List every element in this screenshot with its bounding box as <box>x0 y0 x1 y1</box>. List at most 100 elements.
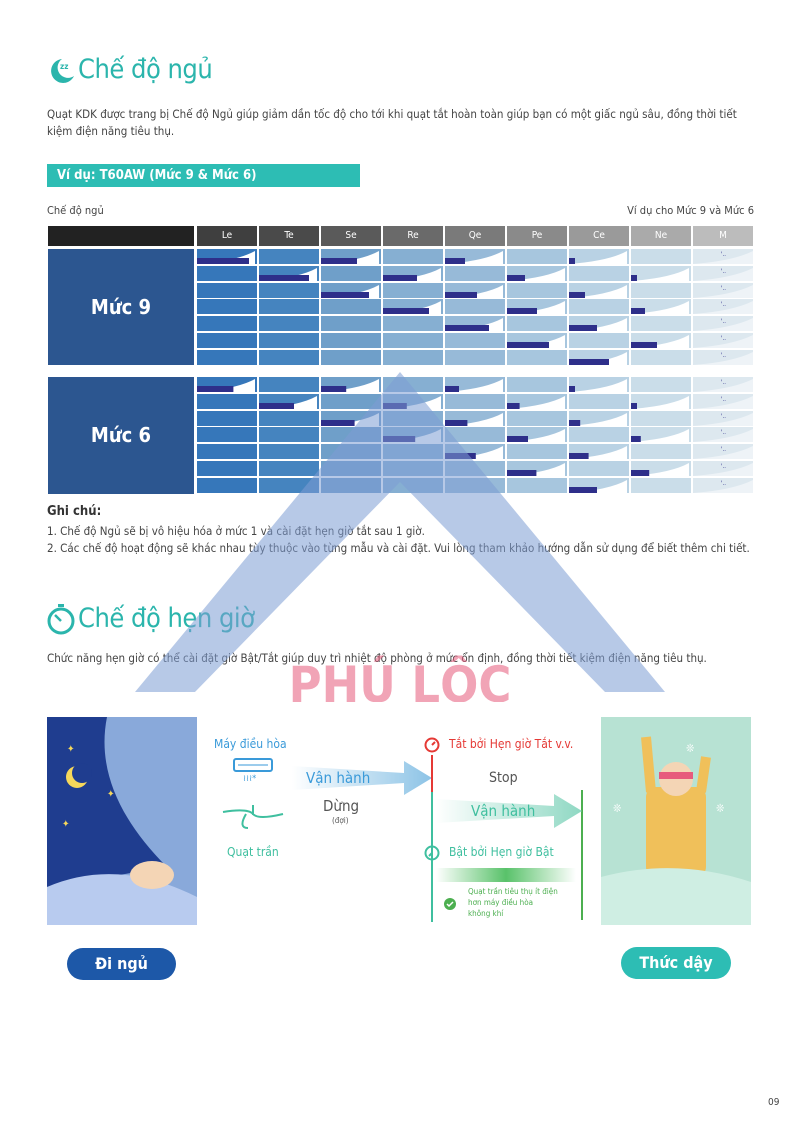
sleep-cell <box>197 477 257 493</box>
sleep-cell: '.. <box>693 393 753 409</box>
sleep-cell <box>197 299 257 315</box>
sleep-cell <box>321 299 381 315</box>
sleep-cell <box>259 349 319 365</box>
ac-label: Máy điều hòa <box>214 737 287 751</box>
sleep-cell <box>197 333 257 348</box>
sleep-cell <box>631 316 691 332</box>
sleep-cell <box>197 444 257 460</box>
svg-text:'..: '.. <box>721 480 726 487</box>
sleep-cell <box>569 477 629 493</box>
column-header: Se <box>321 226 381 246</box>
sleep-cell <box>631 349 691 365</box>
sleeping-illustration: ✦ ✦ ✦ <box>47 717 197 925</box>
sleep-cell <box>445 393 505 409</box>
column-header: M <box>693 226 753 246</box>
run-arrow-fan <box>436 794 582 828</box>
watermark-text: PHÚ LỘC <box>289 655 512 702</box>
sleep-cell <box>259 316 319 332</box>
sleep-cell <box>445 377 505 392</box>
sleep-cell <box>631 477 691 493</box>
sleep-button[interactable]: Đi ngủ <box>67 948 176 980</box>
sleep-cell <box>507 461 567 476</box>
svg-text:❊: ❊ <box>613 802 621 815</box>
sleep-cell <box>197 410 257 426</box>
stop-sublabel: (đợi) <box>332 816 349 825</box>
sleep-cell <box>569 393 629 409</box>
sleep-cell <box>507 282 567 298</box>
sleep-cell <box>507 299 567 315</box>
sleep-cell <box>569 333 629 348</box>
sleep-cell: '.. <box>693 349 753 365</box>
on-timer-label: Bật bởi Hẹn giờ Bật <box>449 845 554 859</box>
svg-text:'..: '.. <box>721 396 726 403</box>
sleep-cell <box>631 333 691 348</box>
sleep-cell <box>445 427 505 443</box>
sleep-cell <box>197 427 257 443</box>
sleep-cell <box>383 265 443 281</box>
ceiling-fan-icon <box>222 805 284 829</box>
sleep-cell <box>259 427 319 443</box>
sleep-cell <box>259 249 319 264</box>
stop-label-en: Stop <box>489 770 518 786</box>
sleep-cell <box>445 282 505 298</box>
sleep-cell <box>259 333 319 348</box>
off-timeline <box>431 755 433 792</box>
level-9-label: Mức 9 <box>48 249 194 365</box>
svg-text:'..: '.. <box>721 446 726 453</box>
column-header: Te <box>259 226 319 246</box>
sleep-cell <box>631 410 691 426</box>
sleep-cell <box>321 393 381 409</box>
sleep-cell <box>259 377 319 392</box>
table-right-label: Ví dụ cho Mức 9 và Mức 6 <box>627 204 754 217</box>
svg-text:'..: '.. <box>721 251 726 258</box>
sleep-cell <box>197 249 257 264</box>
fan-run-band <box>436 868 576 882</box>
sleep-cell <box>507 393 567 409</box>
sleep-cell <box>569 349 629 365</box>
sleep-cell <box>383 349 443 365</box>
svg-text:zz: zz <box>60 62 68 71</box>
sleep-cell <box>631 444 691 460</box>
sleep-cell <box>321 282 381 298</box>
sleep-cell <box>321 265 381 281</box>
svg-text:'..: '.. <box>721 429 726 436</box>
svg-text:'..: '.. <box>721 268 726 275</box>
run-label-2: Vận hành <box>471 802 536 820</box>
sleep-cell <box>321 333 381 348</box>
note-2: 2. Các chế độ hoạt động sẽ khác nhau tùy… <box>47 541 750 555</box>
sleep-cell: '.. <box>693 316 753 332</box>
svg-text:✦: ✦ <box>62 819 70 830</box>
run-arrow-ac <box>292 761 432 795</box>
sleep-cell <box>197 393 257 409</box>
sleep-cell <box>507 427 567 443</box>
column-header: Le <box>197 226 257 246</box>
svg-text:'..: '.. <box>721 301 726 308</box>
saving-note-line: Quạt trần tiêu thụ ít điện <box>468 887 558 896</box>
svg-text:'..: '.. <box>721 379 726 386</box>
saving-note: Quạt trần tiêu thụ ít điện hơn máy điều … <box>468 886 558 919</box>
sleep-cell <box>507 410 567 426</box>
on-timeline <box>431 792 433 922</box>
sleep-cell <box>197 461 257 476</box>
wake-button[interactable]: Thức dậy <box>621 947 731 979</box>
sleep-cell <box>445 249 505 264</box>
sleep-cell <box>569 249 629 264</box>
off-timer-clock-icon <box>424 737 440 753</box>
svg-text:'..: '.. <box>721 335 726 342</box>
sleep-cell <box>507 265 567 281</box>
watermark-logo: PHÚ LỘC <box>135 372 665 702</box>
sleep-cell <box>569 427 629 443</box>
sleep-cell <box>197 349 257 365</box>
sleep-cell <box>383 316 443 332</box>
sleep-cell <box>569 377 629 392</box>
page-number: 09 <box>768 1097 780 1108</box>
run-label-1: Vận hành <box>306 769 371 787</box>
svg-text:✦: ✦ <box>107 789 115 800</box>
sleep-cell <box>445 316 505 332</box>
sleep-cell <box>631 427 691 443</box>
sleep-cell: '.. <box>693 410 753 426</box>
waking-illustration: ❊ ❊ ❊ <box>601 717 751 925</box>
sleep-cell: '.. <box>693 282 753 298</box>
sleep-cell <box>445 349 505 365</box>
sleep-cell <box>569 282 629 298</box>
